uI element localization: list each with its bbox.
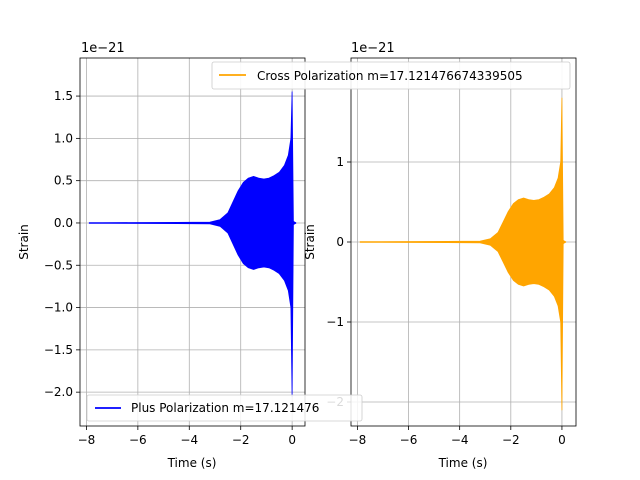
right-y-tick-label: −1 [326,315,344,329]
left-x-tick-label: −8 [78,433,96,447]
right-y-tick-label: 0 [336,235,344,249]
right-panel: −8−6−4−20−2−101 1e−21 Time (s) Strain [303,41,577,470]
legend-plus: Plus Polarization m=17.121476 [86,394,363,422]
legend-cross-label: Cross Polarization m=17.121476674339505 [257,69,523,83]
left-offset-text: 1e−21 [81,41,125,56]
left-x-tick-label: −6 [129,433,147,447]
left-x-tick-label: −2 [232,433,250,447]
right-waveform-envelope [359,97,567,411]
left-ticks: −8 −6 −4 −2 0 −2.0 −1.5 −1.0 −0.5 0.0 0.5 1.0 1.5 [44,89,296,447]
right-x-axis-label: Time (s) [438,456,488,470]
right-x-tick-label: 0 [558,433,566,447]
right-x-tick-label: −6 [400,433,418,447]
cross-polarization-series [359,97,567,411]
legend-cross: Cross Polarization m=17.121476674339505 [211,61,571,90]
right-x-tick-label: −2 [502,433,520,447]
right-offset-text: 1e−21 [351,41,395,56]
right-x-tick-label: −4 [451,433,469,447]
legend-plus-box [86,394,363,422]
left-y-tick-label: −1.5 [44,343,73,357]
left-x-axis-label: Time (s) [167,456,217,470]
legend-cross-box [211,61,571,90]
left-axes-frame [79,57,306,427]
left-y-tick-label: 0.5 [54,174,73,188]
left-y-tick-label: −2.0 [44,385,73,399]
left-panel: −8 −6 −4 −2 0 −2.0 −1.5 −1.0 −0.5 0.0 0.5 1.0 1.5 1e… [17,41,306,470]
plus-polarization-series [88,91,297,397]
left-y-axis-label: Strain [17,224,31,260]
left-y-tick-label: −0.5 [44,258,73,272]
right-x-tick-label: −8 [349,433,367,447]
left-x-tick-label: 0 [288,433,296,447]
left-y-tick-label: 1.0 [54,131,73,145]
left-y-tick-label: −1.0 [44,301,73,315]
right-y-tick-label: 1 [336,155,344,169]
left-y-tick-label: 0.0 [54,216,73,230]
legend-plus-label: Plus Polarization m=17.121476 [131,401,319,415]
left-x-tick-label: −4 [180,433,198,447]
left-y-tick-label: 1.5 [54,89,73,103]
right-y-axis-label: Strain [303,224,317,260]
